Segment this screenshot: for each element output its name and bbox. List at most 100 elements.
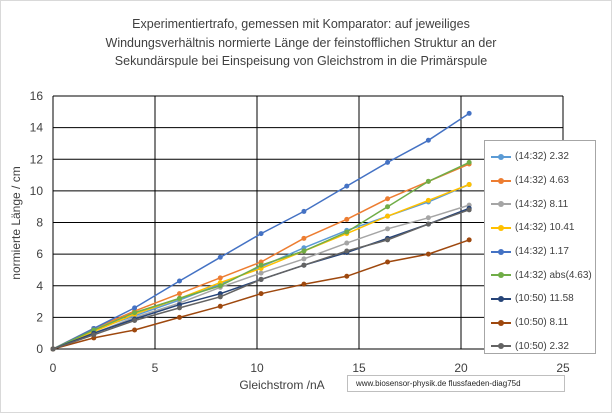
data-point <box>217 283 223 289</box>
data-point <box>217 294 223 300</box>
data-point <box>466 237 472 243</box>
source-watermark: www.biosensor-physik.de flussfaeden-diag… <box>347 375 565 392</box>
series-8 <box>50 207 472 352</box>
data-point <box>301 262 307 268</box>
data-point <box>385 196 391 202</box>
legend-item: (10:50) 8.11 <box>491 311 595 335</box>
legend-marker <box>491 176 511 186</box>
data-point <box>344 248 350 254</box>
legend-marker <box>491 294 511 304</box>
y-tick-label: 8 <box>36 216 43 230</box>
y-tick-label: 4 <box>36 279 43 293</box>
series-5 <box>50 159 472 352</box>
legend-item: (14:32) 8.11 <box>491 192 595 216</box>
data-point <box>217 254 223 260</box>
data-point <box>385 213 391 219</box>
y-tick-label: 10 <box>30 184 44 198</box>
legend-label: (14:32) 10.41 <box>515 222 575 234</box>
legend-marker <box>491 318 511 328</box>
data-point <box>258 270 264 276</box>
tick-labels: 0 2 4 6 8 10 12 14 16 0 5 10 15 20 25 <box>30 89 570 375</box>
x-tick-label: 10 <box>250 361 264 375</box>
legend-label: (14:32) 8.11 <box>515 198 569 210</box>
data-point <box>466 182 472 188</box>
data-point <box>258 262 264 268</box>
data-point <box>217 303 223 309</box>
data-point <box>132 305 138 311</box>
data-point <box>301 208 307 214</box>
data-point <box>132 310 138 316</box>
legend-marker <box>491 152 511 162</box>
data-point <box>132 318 138 324</box>
x-axis-label: Gleichstrom /nA <box>239 378 324 392</box>
data-point <box>385 226 391 232</box>
data-point <box>301 248 307 254</box>
data-point <box>258 291 264 297</box>
data-point <box>176 305 182 311</box>
series-7 <box>50 237 472 352</box>
x-tick-label: 0 <box>50 361 57 375</box>
chart-title: Experimentiertrafo, gemessen mit Kompara… <box>61 15 541 71</box>
legend-label: (10:50) 8.11 <box>515 317 569 329</box>
y-tick-label: 16 <box>30 89 44 103</box>
data-point <box>425 197 431 203</box>
legend-item: (14:32) 4.63 <box>491 169 595 193</box>
data-point <box>258 231 264 237</box>
x-tick-label: 20 <box>454 361 468 375</box>
chart-title-line-2: Windungsverhältnis normierte Länge der f… <box>105 35 497 50</box>
x-tick-label: 25 <box>556 361 570 375</box>
legend-item: (14:32) 2.32 <box>491 145 595 169</box>
y-tick-label: 14 <box>30 121 44 135</box>
legend-marker <box>491 223 511 233</box>
legend-label: (14:32) 2.32 <box>515 151 569 163</box>
legend-marker <box>491 199 511 209</box>
legend-label: (10:50) 11.58 <box>515 293 574 305</box>
x-tick-label: 15 <box>352 361 366 375</box>
data-point <box>385 259 391 265</box>
legend: (14:32) 2.32 (14:32) 4.63 (14:32) 8.11 (14:… <box>484 140 596 354</box>
legend-marker <box>491 247 511 257</box>
data-point <box>425 215 431 221</box>
data-point <box>385 159 391 165</box>
data-point <box>344 183 350 189</box>
data-point <box>344 273 350 279</box>
data-point <box>425 221 431 227</box>
data-point <box>176 278 182 284</box>
data-point <box>50 346 56 352</box>
chart-title-line-1: Experimentiertrafo, gemessen mit Kompara… <box>132 17 470 31</box>
data-point <box>425 251 431 257</box>
data-point <box>301 256 307 262</box>
data-point <box>132 327 138 333</box>
data-point <box>301 235 307 241</box>
legend-label: (14:32) abs(4.63) <box>515 269 592 281</box>
y-tick-label: 12 <box>30 152 44 166</box>
data-point <box>425 137 431 143</box>
data-point <box>176 291 182 297</box>
chart-title-line-3: Sekundärspule bei Einspeisung von Gleich… <box>114 54 488 68</box>
data-point <box>344 240 350 246</box>
data-point <box>344 216 350 222</box>
data-point <box>217 275 223 281</box>
data-point <box>176 314 182 320</box>
y-tick-label: 6 <box>36 247 43 261</box>
data-point <box>385 237 391 243</box>
legend-item: (10:50) 11.58 <box>491 287 595 311</box>
x-tick-label: 5 <box>152 361 159 375</box>
data-point <box>344 229 350 235</box>
legend-marker <box>491 341 511 351</box>
series-4 <box>50 110 472 352</box>
data-point <box>466 110 472 116</box>
legend-item: (14:32) 10.41 <box>491 216 595 240</box>
legend-label: (10:50) 2.32 <box>515 340 569 352</box>
y-tick-label: 2 <box>36 310 43 324</box>
data-point <box>385 204 391 210</box>
legend-item: (14:32) abs(4.63) <box>491 263 595 287</box>
data-point <box>258 276 264 282</box>
data-point <box>176 295 182 301</box>
series-lines <box>50 110 472 352</box>
data-point <box>466 159 472 165</box>
data-point <box>301 281 307 287</box>
data-point <box>425 178 431 184</box>
